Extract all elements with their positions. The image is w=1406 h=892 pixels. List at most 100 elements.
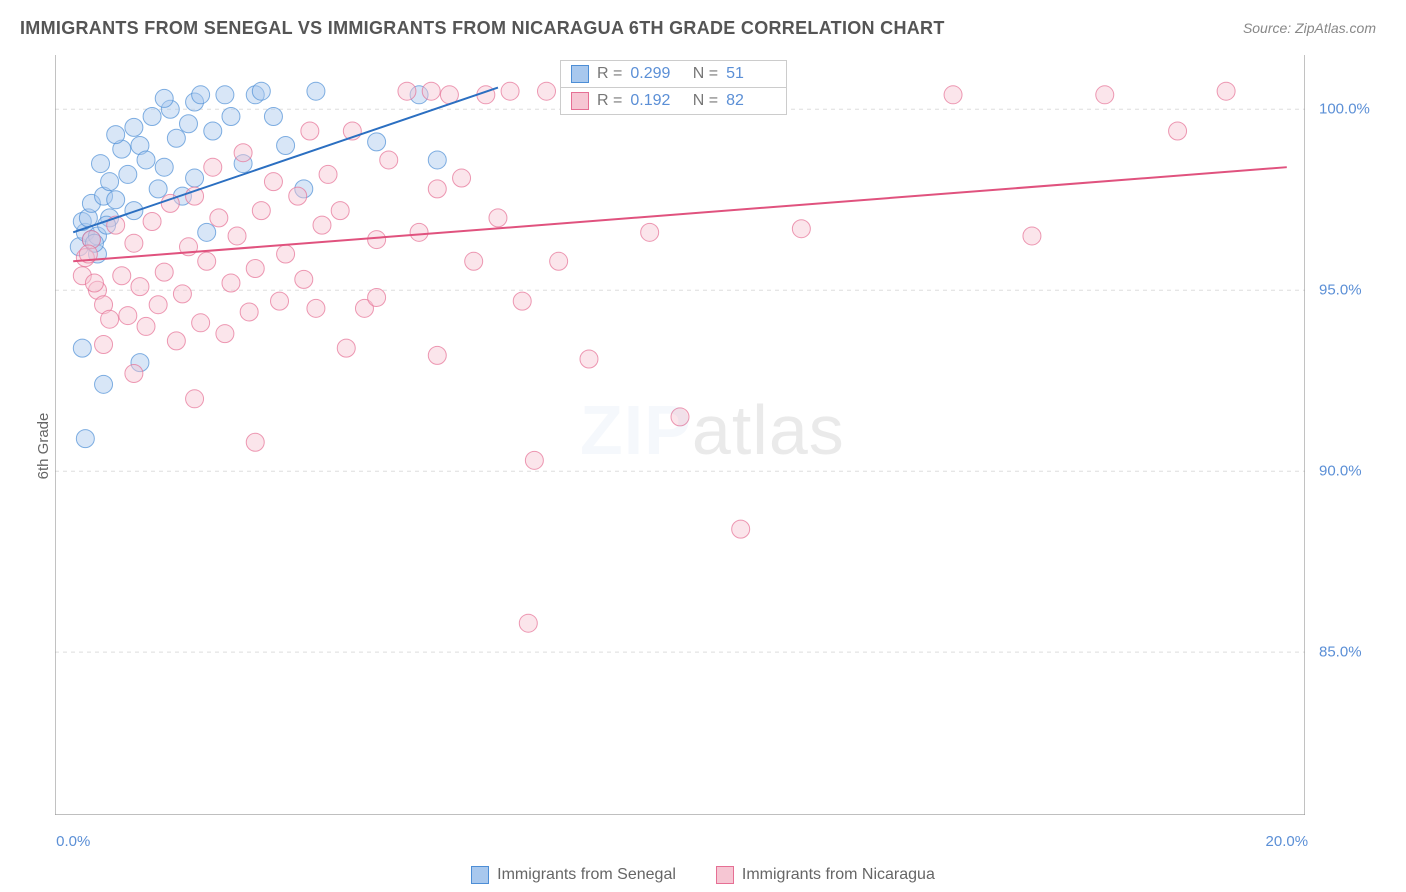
data-point [76, 430, 94, 448]
data-point [252, 202, 270, 220]
legend-label: Immigrants from Senegal [497, 866, 676, 884]
data-point [143, 212, 161, 230]
y-tick-label: 85.0% [1319, 644, 1362, 661]
data-point [210, 209, 228, 227]
stats-row: R = 0.299 N = 51 [560, 60, 787, 88]
data-point [234, 144, 252, 162]
data-point [192, 314, 210, 332]
data-point [398, 82, 416, 100]
data-point [337, 339, 355, 357]
data-point [216, 86, 234, 104]
data-point [368, 231, 386, 249]
data-point [204, 158, 222, 176]
legend-swatch [716, 866, 734, 884]
data-point [307, 299, 325, 317]
series-swatch [571, 92, 589, 110]
data-point [410, 223, 428, 241]
data-point [92, 155, 110, 173]
stat-n-label: N = [688, 92, 718, 110]
data-point [167, 332, 185, 350]
data-point [271, 292, 289, 310]
data-point [264, 108, 282, 126]
data-point [155, 158, 173, 176]
data-point [155, 263, 173, 281]
data-point [198, 223, 216, 241]
data-point [428, 180, 446, 198]
data-point [944, 86, 962, 104]
data-point [107, 191, 125, 209]
data-point [428, 346, 446, 364]
data-point [173, 285, 191, 303]
data-point [216, 325, 234, 343]
data-point [143, 108, 161, 126]
stats-box: R =0.299 N =51R =0.192 N =82 [560, 60, 787, 115]
stat-r-label: R = [597, 92, 622, 110]
legend: Immigrants from Senegal Immigrants from N… [0, 866, 1406, 884]
stat-n-value: 82 [726, 92, 776, 110]
source-label: Source: ZipAtlas.com [1243, 20, 1376, 36]
data-point [732, 520, 750, 538]
data-point [550, 252, 568, 270]
data-point [137, 317, 155, 335]
data-point [313, 216, 331, 234]
data-point [538, 82, 556, 100]
data-point [1096, 86, 1114, 104]
legend-swatch [471, 866, 489, 884]
data-point [422, 82, 440, 100]
data-point [131, 278, 149, 296]
stats-row: R =0.192 N =82 [560, 88, 787, 115]
stat-r-label: R = [597, 65, 622, 83]
data-point [125, 364, 143, 382]
data-point [113, 267, 131, 285]
data-point [513, 292, 531, 310]
stat-n-value: 51 [726, 65, 776, 83]
x-tick-label: 20.0% [1266, 833, 1309, 850]
data-point [155, 89, 173, 107]
data-point [149, 296, 167, 314]
data-point [222, 108, 240, 126]
data-point [167, 129, 185, 147]
data-point [1023, 227, 1041, 245]
data-point [101, 173, 119, 191]
data-point [380, 151, 398, 169]
data-point [1169, 122, 1187, 140]
data-point [192, 86, 210, 104]
data-point [264, 173, 282, 191]
data-point [301, 122, 319, 140]
y-tick-label: 100.0% [1319, 101, 1370, 118]
data-point [295, 270, 313, 288]
data-point [198, 252, 216, 270]
data-point [368, 133, 386, 151]
data-point [73, 339, 91, 357]
data-point [101, 310, 119, 328]
data-point [252, 82, 270, 100]
y-tick-label: 90.0% [1319, 463, 1362, 480]
data-point [307, 82, 325, 100]
data-point [95, 375, 113, 393]
data-point [331, 202, 349, 220]
data-point [428, 151, 446, 169]
data-point [204, 122, 222, 140]
y-tick-label: 95.0% [1319, 282, 1362, 299]
data-point [240, 303, 258, 321]
data-point [95, 336, 113, 354]
data-point [519, 614, 537, 632]
data-point [246, 260, 264, 278]
data-point [228, 227, 246, 245]
legend-item: Immigrants from Nicaragua [716, 866, 935, 884]
data-point [107, 126, 125, 144]
data-point [489, 209, 507, 227]
data-point [119, 307, 137, 325]
data-point [246, 433, 264, 451]
data-point [1217, 82, 1235, 100]
data-point [368, 288, 386, 306]
data-point [85, 274, 103, 292]
y-axis-label: 6th Grade [35, 413, 52, 480]
scatter-plot [55, 55, 1305, 815]
stat-r-value: 0.299 [630, 65, 680, 83]
data-point [289, 187, 307, 205]
stat-n-label: N = [688, 65, 718, 83]
data-point [277, 245, 295, 263]
x-tick-label: 0.0% [56, 833, 90, 850]
data-point [792, 220, 810, 238]
